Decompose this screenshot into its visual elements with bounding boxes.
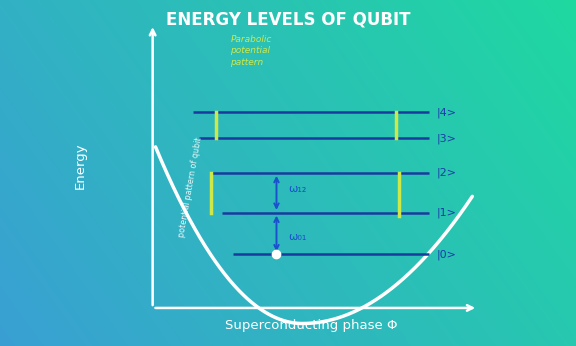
Text: Parabolic
potential
pattern: Parabolic potential pattern: [230, 35, 272, 67]
Text: ω₁₂: ω₁₂: [288, 184, 306, 194]
Text: Superconducting phase Φ: Superconducting phase Φ: [225, 319, 397, 332]
Text: ω₀₁: ω₀₁: [288, 232, 306, 242]
Text: |4>: |4>: [437, 107, 457, 118]
Text: |1>: |1>: [437, 208, 457, 218]
Text: |2>: |2>: [437, 168, 457, 178]
Text: potential pattern of qubit: potential pattern of qubit: [177, 136, 203, 238]
Text: ENERGY LEVELS OF QUBIT: ENERGY LEVELS OF QUBIT: [166, 10, 410, 28]
Text: Energy: Energy: [74, 143, 87, 189]
Text: |0>: |0>: [437, 249, 457, 260]
Text: |3>: |3>: [437, 133, 457, 144]
